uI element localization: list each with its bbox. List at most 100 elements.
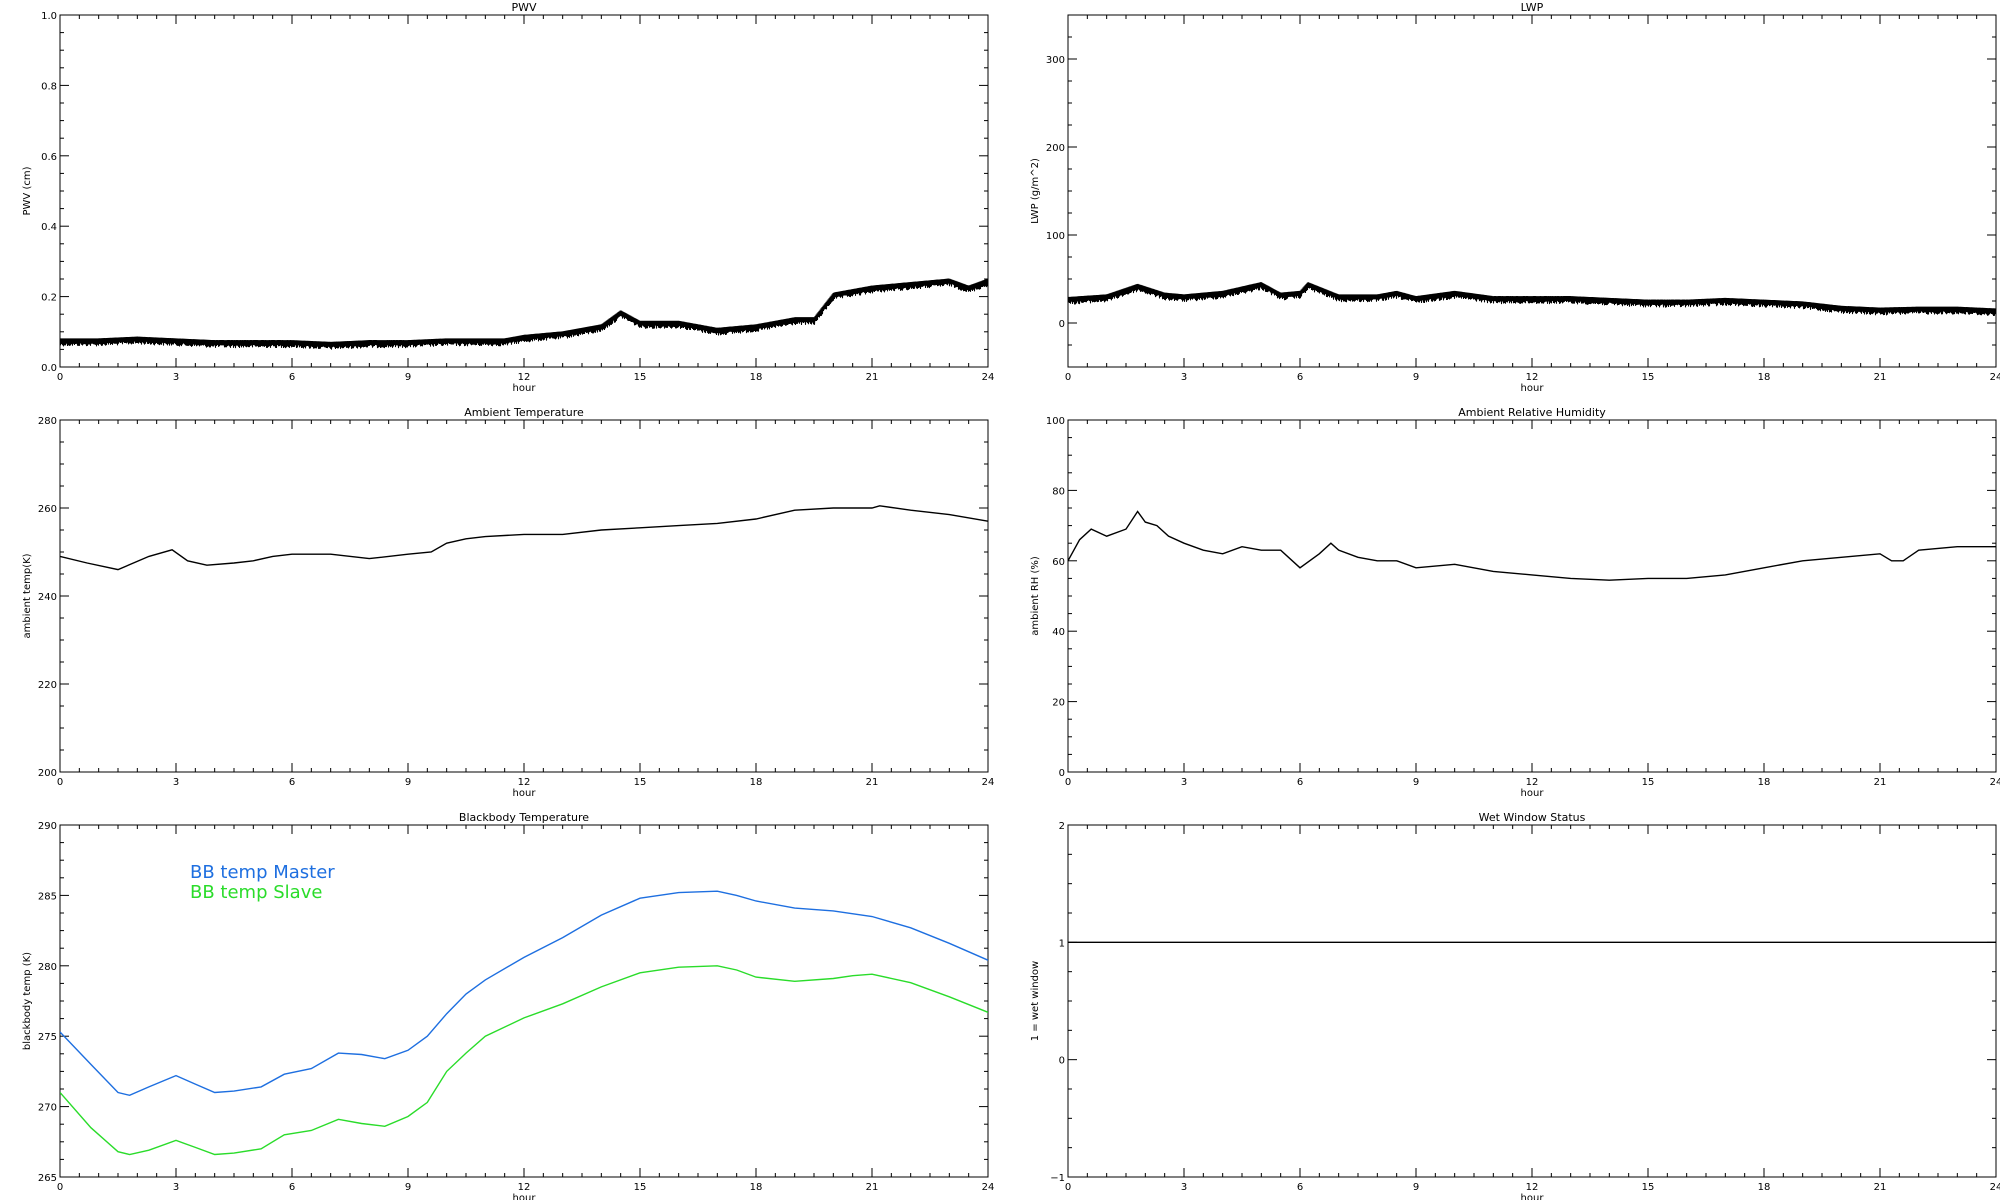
x-tick-label: 12: [518, 1182, 531, 1193]
x-tick-label: 24: [1990, 1182, 2000, 1193]
y-axis-label: ambient RH (%): [1030, 556, 1041, 636]
x-tick-label: 21: [866, 1182, 879, 1193]
x-tick-label: 3: [1181, 1182, 1187, 1193]
y-tick-label: 0: [1059, 1056, 1065, 1067]
y-tick-label: 0.6: [41, 152, 57, 163]
x-tick-label: 21: [1874, 372, 1887, 383]
series-line-0: [1068, 510, 1996, 581]
series-line-1: [60, 965, 988, 1156]
x-tick-label: 15: [634, 372, 647, 383]
chart-title: Wet Window Status: [1479, 811, 1586, 824]
y-tick-label: 285: [38, 891, 57, 902]
x-tick-label: 6: [1297, 777, 1303, 788]
x-tick-label: 9: [405, 777, 411, 788]
x-tick-label: 12: [1526, 372, 1539, 383]
x-tick-label: 6: [289, 1182, 295, 1193]
panel-3: Ambient Relative Humidity 0 3 6 9 12 15 18 21 24 h…: [1030, 406, 2000, 799]
chart-title: Blackbody Temperature: [459, 811, 589, 824]
x-axis-label: hour: [1521, 383, 1545, 394]
y-tick-label: 200: [1046, 143, 1065, 154]
y-tick-label: 80: [1052, 486, 1065, 497]
x-tick-label: 15: [1642, 777, 1655, 788]
x-tick-label: 24: [1990, 777, 2000, 788]
x-tick-label: 18: [750, 777, 763, 788]
y-tick-label: 240: [38, 592, 57, 603]
x-tick-label: 12: [1526, 777, 1539, 788]
plot-frame: [59, 14, 989, 368]
y-tick-label: 0.4: [41, 222, 57, 233]
y-tick-label: 280: [38, 962, 57, 973]
x-tick-label: 21: [866, 372, 879, 383]
series-line-0: [60, 278, 988, 350]
y-axis-label: ambient temp(K): [22, 553, 33, 638]
panel-4: Blackbody Temperature 0 3 6 9 12 15 18 21 24 hour 2…: [22, 811, 994, 1200]
x-tick-label: 0: [1065, 777, 1071, 788]
y-tick-label: 265: [38, 1173, 57, 1184]
x-tick-label: 21: [1874, 777, 1887, 788]
chart-title: Ambient Temperature: [464, 406, 584, 419]
x-tick-label: 21: [866, 777, 879, 788]
legend-entry: BB temp Slave: [190, 882, 322, 903]
y-tick-label: 2: [1059, 821, 1065, 832]
x-tick-label: 9: [1413, 777, 1419, 788]
y-axis-label: PWV (cm): [22, 166, 33, 215]
series-line-0: [1068, 282, 1996, 317]
x-tick-label: 0: [57, 777, 63, 788]
y-tick-label: 275: [38, 1032, 57, 1043]
y-tick-label: −1: [1050, 1173, 1065, 1184]
y-tick-label: 0: [1059, 319, 1065, 330]
x-tick-label: 18: [1758, 372, 1771, 383]
x-tick-label: 18: [1758, 1182, 1771, 1193]
plot-frame: [59, 419, 989, 773]
x-tick-label: 15: [634, 777, 647, 788]
y-tick-label: 260: [38, 504, 57, 515]
panel-2: Ambient Temperature 0 3 6 9 12 15 18 21 24 hour 200…: [22, 406, 994, 799]
x-tick-label: 24: [982, 372, 995, 383]
y-axis-label: blackbody temp (K): [22, 952, 33, 1050]
x-axis-label: hour: [513, 383, 537, 394]
x-axis-label: hour: [513, 1193, 537, 1200]
x-tick-label: 12: [518, 372, 531, 383]
x-tick-label: 12: [518, 777, 531, 788]
y-tick-label: 100: [1046, 231, 1065, 242]
x-tick-label: 0: [57, 1182, 63, 1193]
x-tick-label: 9: [405, 372, 411, 383]
x-axis-label: hour: [1521, 788, 1545, 799]
plot-frame: [1067, 419, 1997, 773]
y-tick-label: 290: [38, 821, 57, 832]
x-tick-label: 3: [173, 372, 179, 383]
y-tick-label: 220: [38, 680, 57, 691]
y-tick-label: 270: [38, 1103, 57, 1114]
x-tick-label: 9: [1413, 372, 1419, 383]
x-tick-label: 12: [1526, 1182, 1539, 1193]
y-tick-label: 100: [1046, 416, 1065, 427]
x-tick-label: 15: [1642, 372, 1655, 383]
y-tick-label: 200: [38, 768, 57, 779]
y-axis-label: LWP (g/m^2): [1030, 158, 1041, 224]
chart-title: LWP: [1521, 1, 1544, 14]
x-tick-label: 18: [1758, 777, 1771, 788]
x-tick-label: 24: [982, 777, 995, 788]
x-tick-label: 0: [1065, 372, 1071, 383]
x-tick-label: 15: [634, 1182, 647, 1193]
x-tick-label: 3: [173, 1182, 179, 1193]
series-line-0: [60, 505, 988, 571]
y-tick-label: 40: [1052, 627, 1065, 638]
y-tick-label: 1.0: [41, 11, 57, 22]
y-tick-label: 0.8: [41, 81, 57, 92]
x-tick-label: 3: [1181, 777, 1187, 788]
y-tick-label: 20: [1052, 698, 1065, 709]
x-tick-label: 6: [289, 372, 295, 383]
x-tick-label: 15: [1642, 1182, 1655, 1193]
y-tick-label: 0.2: [41, 293, 57, 304]
y-tick-label: 280: [38, 416, 57, 427]
x-tick-label: 18: [750, 372, 763, 383]
panel-0: PWV 0 3 6 9 12 15 18 21 24 hour 0.0 0.2 0.4 0.6 0.8 1.0 P…: [22, 1, 994, 394]
x-tick-label: 9: [405, 1182, 411, 1193]
plot-frame: [1067, 14, 1997, 368]
x-tick-label: 6: [289, 777, 295, 788]
x-tick-label: 3: [173, 777, 179, 788]
x-axis-label: hour: [1521, 1193, 1545, 1200]
x-tick-label: 18: [750, 1182, 763, 1193]
